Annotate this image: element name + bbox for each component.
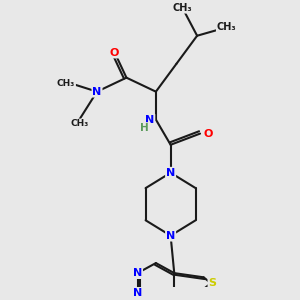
Text: N: N (145, 115, 154, 124)
Text: S: S (208, 278, 216, 288)
Text: CH₃: CH₃ (70, 119, 88, 128)
Text: CH₃: CH₃ (217, 22, 236, 32)
Text: N: N (166, 231, 175, 241)
Text: CH₃: CH₃ (57, 79, 75, 88)
Text: N: N (92, 87, 102, 97)
Text: H: H (140, 123, 148, 133)
Text: O: O (203, 129, 212, 139)
Text: N: N (166, 168, 175, 178)
Text: CH₃: CH₃ (172, 3, 192, 13)
Text: O: O (110, 47, 119, 58)
Text: N: N (133, 288, 142, 298)
Text: N: N (133, 268, 142, 278)
